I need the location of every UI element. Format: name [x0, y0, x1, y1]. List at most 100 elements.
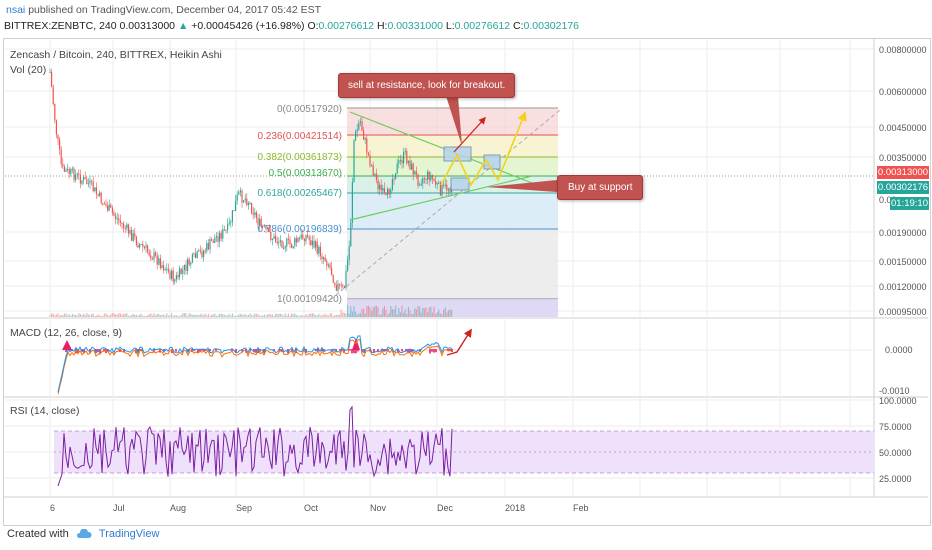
- candle-body: [249, 202, 251, 204]
- volume-bar: [217, 315, 219, 317]
- candle-body: [182, 269, 184, 274]
- candle-body: [308, 237, 310, 240]
- volume-bar: [371, 310, 373, 317]
- volume-bar: [395, 305, 397, 317]
- macd-axis[interactable]: 0.0000 -0.0010: [879, 345, 913, 396]
- macd-histogram-bar: [99, 349, 101, 354]
- volume-bar: [121, 314, 123, 317]
- volume-bar: [335, 315, 337, 317]
- macd-histogram-bar: [397, 349, 399, 353]
- candle-body: [358, 123, 360, 130]
- close-label: C:: [513, 20, 524, 32]
- volume-bar: [102, 315, 104, 317]
- volume-bar: [238, 314, 240, 317]
- candle-body: [383, 188, 385, 194]
- time-tick: 2018: [505, 503, 525, 513]
- candle-body: [313, 240, 315, 248]
- volume-bar: [436, 312, 438, 317]
- volume-bar: [329, 313, 331, 317]
- candle-body: [241, 190, 243, 203]
- macd-histogram-bar: [163, 349, 165, 353]
- volume-bar: [428, 307, 430, 317]
- volume-bar: [182, 313, 184, 317]
- author-link[interactable]: nsai: [6, 4, 26, 16]
- support-box[interactable]: [450, 177, 470, 191]
- volume-bar: [191, 315, 193, 317]
- volume-bar: [150, 313, 152, 317]
- volume-bar: [246, 315, 248, 317]
- volume-bar: [196, 315, 198, 317]
- volume-bar: [419, 306, 421, 317]
- volume-bar: [406, 314, 408, 317]
- candle-body: [105, 203, 107, 206]
- volume-bar: [334, 315, 336, 317]
- volume-bar: [431, 312, 433, 317]
- time-tick: Sep: [236, 503, 252, 513]
- candle-body: [324, 257, 326, 262]
- candle-body: [151, 258, 153, 260]
- volume-bar: [427, 312, 429, 317]
- tradingview-link[interactable]: TradingView: [98, 528, 160, 540]
- volume-bar: [94, 315, 96, 317]
- price-change: +0.00045426 (+16.98%): [191, 20, 305, 32]
- resistance-box[interactable]: [443, 146, 472, 162]
- volume-bar: [73, 314, 75, 317]
- volume-bar: [103, 313, 105, 317]
- candle-body: [83, 177, 85, 181]
- volume-bar: [214, 313, 216, 317]
- time-axis[interactable]: 6 Jul Aug Sep Oct Nov Dec 2018 Feb: [50, 503, 589, 513]
- volume-bar: [281, 314, 283, 317]
- candle-body: [99, 192, 101, 196]
- candle-body: [148, 251, 150, 256]
- fib-label-0382: 0.382(0.00361873): [257, 152, 342, 163]
- candle-body: [380, 184, 382, 191]
- volume-bar: [430, 306, 432, 317]
- candle-body: [155, 252, 157, 256]
- volume-bar: [375, 305, 377, 317]
- volume-bar: [417, 306, 419, 317]
- candle-body: [407, 160, 409, 164]
- macd-histogram-bar: [279, 349, 281, 352]
- candle-body: [340, 284, 342, 286]
- macd-line: [57, 335, 453, 393]
- trendline-drawings[interactable]: [329, 96, 561, 356]
- volume-bar: [91, 313, 93, 317]
- volume-bar: [172, 315, 174, 317]
- rsi-label[interactable]: RSI (14, close): [10, 405, 80, 417]
- chart-title[interactable]: Zencash / Bitcoin, 240, BITTREX, Heikin …: [10, 49, 222, 61]
- volume-bar: [158, 313, 160, 317]
- macd-histogram-bar: [349, 349, 351, 351]
- macd-label[interactable]: MACD (12, 26, close, 9): [10, 327, 123, 339]
- candle-body: [89, 180, 91, 184]
- fib-zone-below: [347, 299, 558, 317]
- candle-body: [444, 184, 446, 186]
- volume-bar: [99, 315, 101, 317]
- volume-label[interactable]: Vol (20): [10, 64, 47, 76]
- volume-bar: [257, 314, 259, 317]
- fib-retracement[interactable]: 0(0.00517920) 0.236(0.00421514) 0.382(0.…: [257, 104, 558, 317]
- candle-body: [57, 134, 59, 140]
- candle-body: [281, 240, 283, 248]
- resistance-note[interactable]: sell at resistance, look for breakout.: [338, 73, 516, 98]
- candle-body: [430, 175, 432, 181]
- price-axis[interactable]: 0.00800000 0.00600000 0.00450000 0.00350…: [879, 45, 927, 317]
- triangle-lower-line[interactable]: [349, 175, 533, 221]
- volume-bar: [390, 305, 392, 317]
- volume-bar: [363, 308, 365, 317]
- volume-bar: [230, 315, 232, 317]
- volume-bar: [113, 313, 115, 317]
- candle-body: [113, 212, 115, 216]
- candle-body: [59, 139, 61, 150]
- volume-bar: [167, 315, 169, 317]
- support-note[interactable]: Buy at support: [557, 175, 644, 200]
- heikin-ashi-candles[interactable]: [49, 68, 453, 294]
- rsi-axis[interactable]: 100.0000 75.0000 50.0000 25.0000: [879, 396, 917, 484]
- volume-bar: [374, 306, 376, 317]
- candle-body: [132, 233, 134, 241]
- candle-body: [371, 165, 373, 167]
- volume-bar: [295, 314, 297, 317]
- symbol-label[interactable]: BITTREX:ZENBTC, 240: [4, 20, 117, 32]
- candle-body: [95, 187, 97, 194]
- volume-bar: [116, 314, 118, 317]
